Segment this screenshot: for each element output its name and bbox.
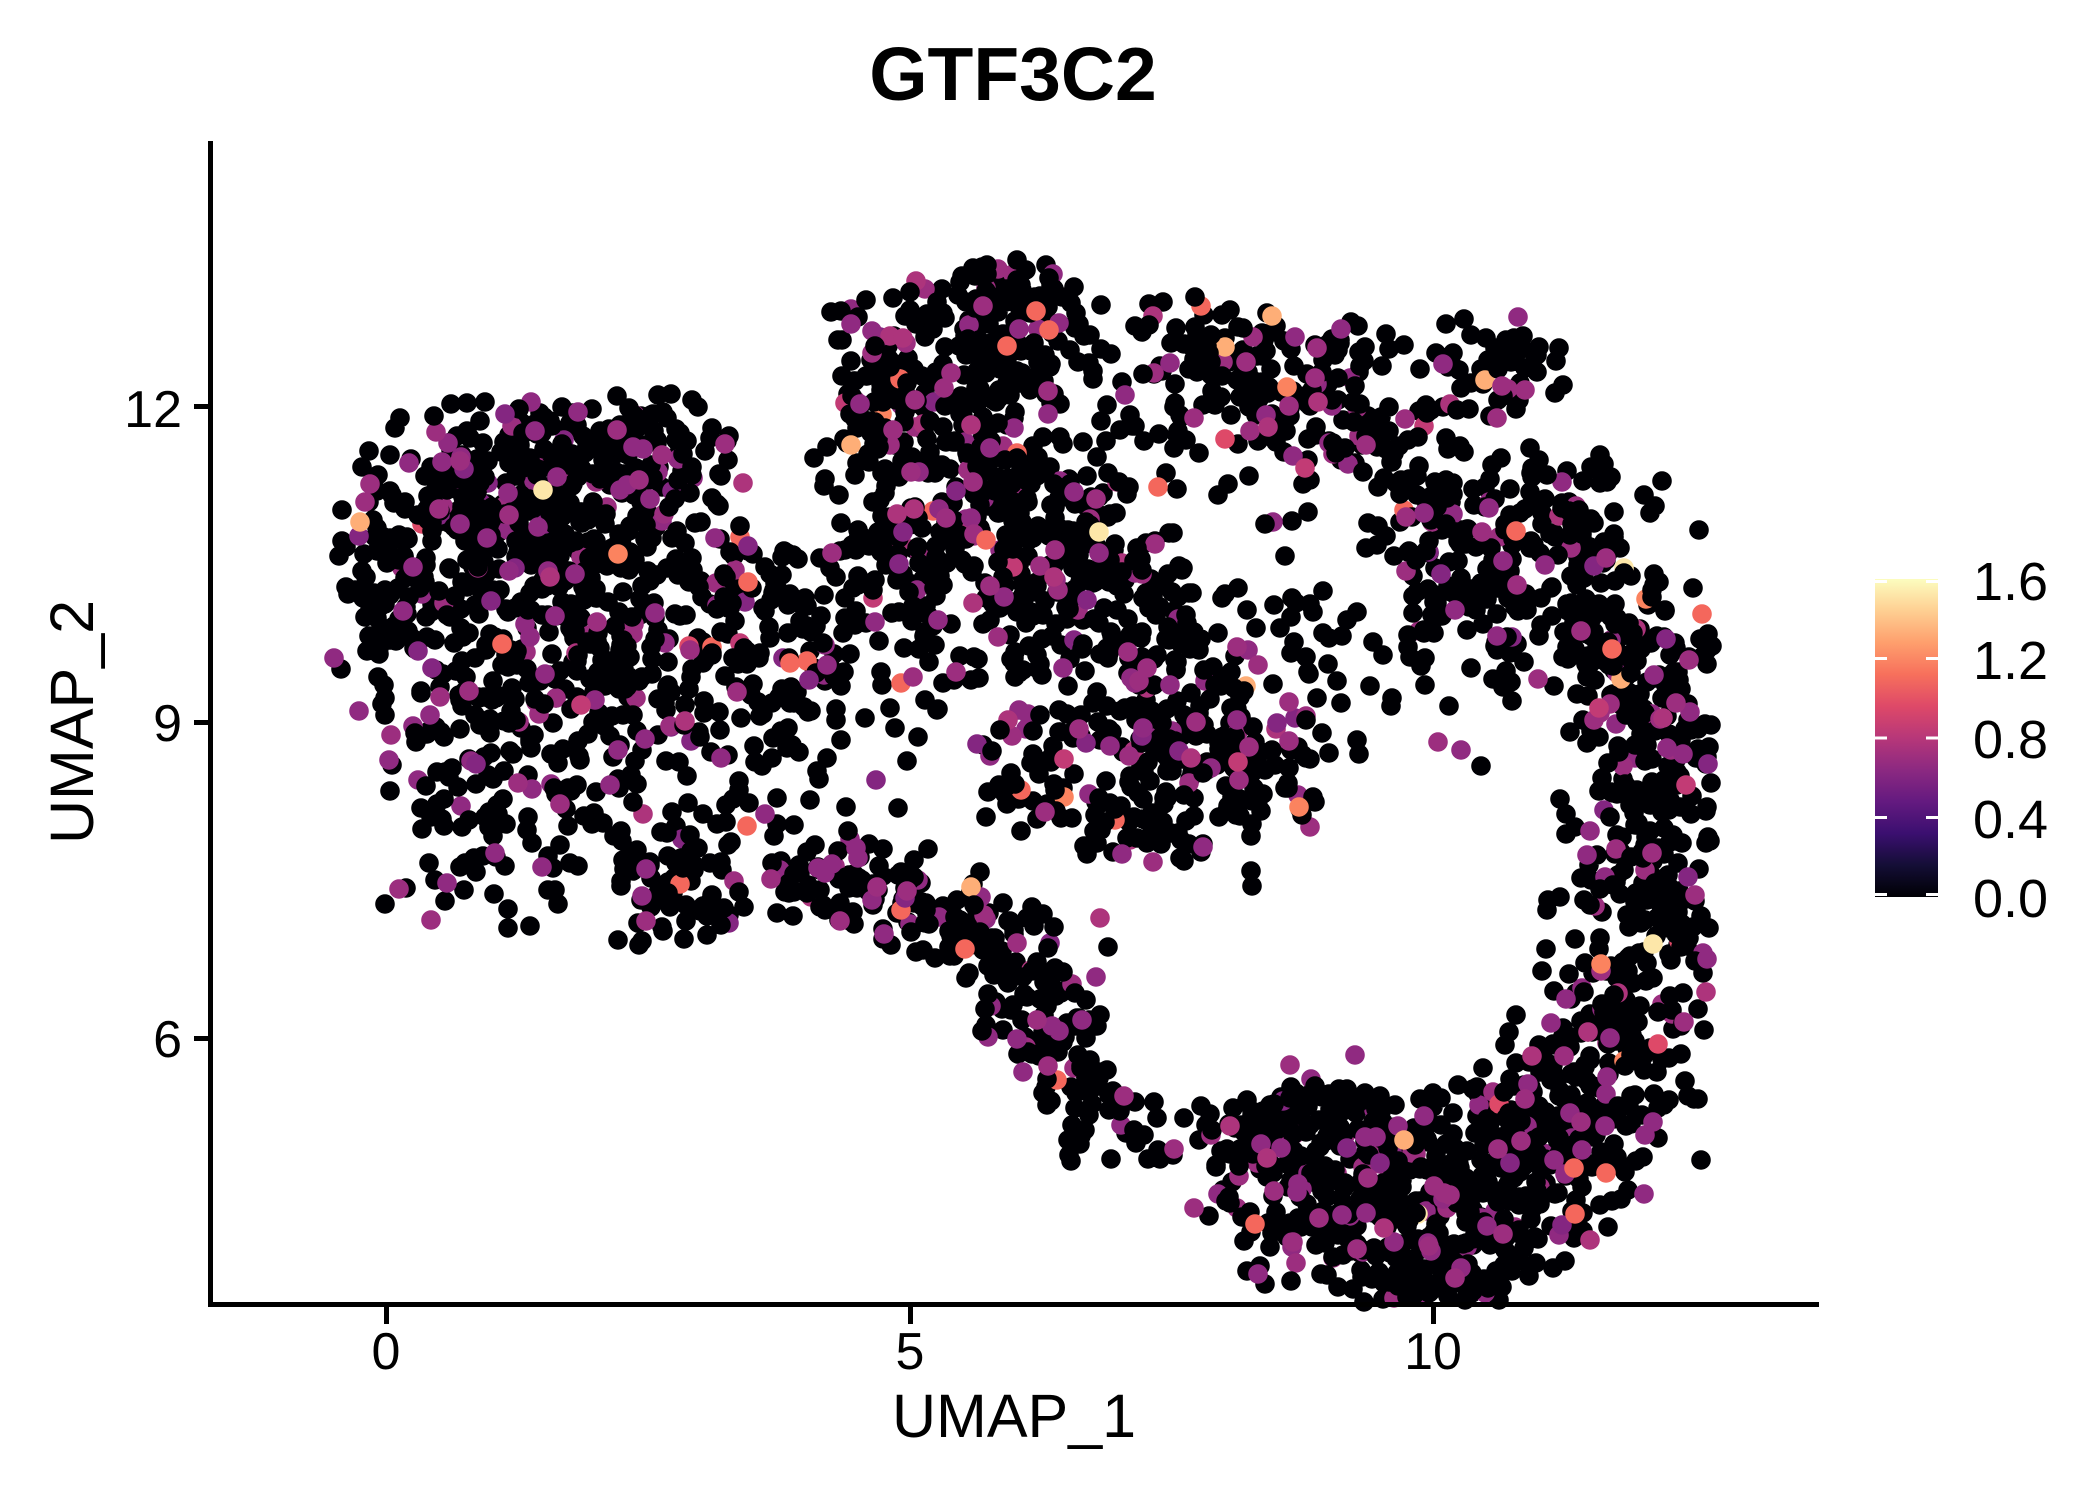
- svg-text:1.2: 1.2: [1973, 631, 2048, 691]
- svg-text:0: 0: [372, 1323, 401, 1381]
- svg-text:0.0: 0.0: [1973, 869, 2048, 929]
- svg-text:6: 6: [153, 1011, 182, 1069]
- svg-text:GTF3C2: GTF3C2: [869, 32, 1157, 116]
- svg-text:0.8: 0.8: [1973, 710, 2048, 770]
- svg-text:12: 12: [124, 381, 182, 439]
- svg-text:0.4: 0.4: [1973, 790, 2048, 850]
- svg-text:10: 10: [1404, 1323, 1462, 1381]
- svg-text:UMAP_1: UMAP_1: [892, 1382, 1136, 1450]
- svg-text:UMAP_2: UMAP_2: [38, 600, 106, 844]
- svg-text:5: 5: [896, 1323, 925, 1381]
- svg-text:1.6: 1.6: [1973, 552, 2048, 612]
- svg-text:9: 9: [153, 695, 182, 753]
